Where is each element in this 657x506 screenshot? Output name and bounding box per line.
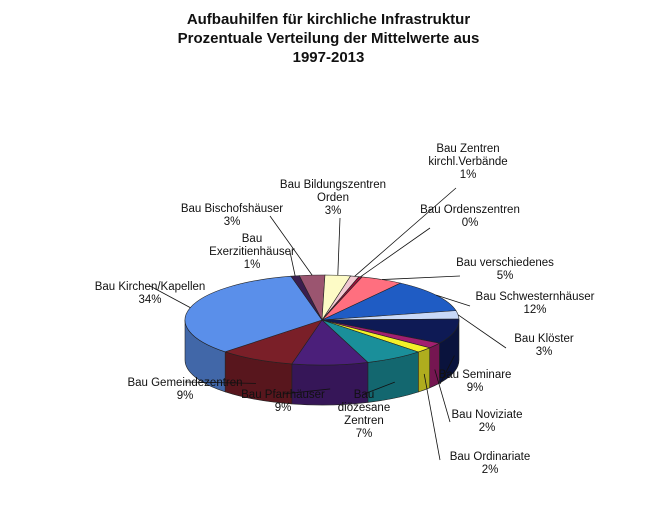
slice-value-label: 0% (462, 217, 479, 229)
slice-label: Bau Seminare 9% (439, 369, 512, 394)
slice-name-label: Bau (242, 233, 262, 245)
slice-value-label: 1% (244, 259, 261, 271)
slice-value-label: 9% (467, 382, 484, 394)
slice-label: Bau Bischofshäuser 3% (181, 203, 283, 228)
leader-line (382, 275, 461, 280)
chart-title: Aufbauhilfen für kirchliche Infrastruktu… (0, 10, 657, 67)
leader-line (423, 373, 441, 461)
slice-name-label: Bau Pfarrhäuser (241, 389, 325, 401)
leader-line (436, 294, 471, 307)
leader-line (149, 285, 191, 308)
slice-label: Bau Schwesternhäuser 12% (476, 291, 595, 316)
slice-name-label: Bau Bildungszentren (280, 179, 386, 191)
leader-line (282, 388, 331, 395)
slice-value-label: 9% (177, 390, 194, 402)
slice-name-label: Bau Noviziate (452, 409, 523, 421)
slice-label: Bau Ordenszentren 0% (420, 204, 520, 229)
title-line-2: Prozentuale Verteilung der Mittelwerte a… (177, 30, 480, 47)
slice-value-label: 3% (224, 216, 241, 228)
slice-label: Bau Gemeindezentren 9% (127, 377, 242, 402)
slice-label: Bau Ordinariate 2% (450, 451, 531, 476)
slice-name-label: Bau Ordenszentren (420, 204, 520, 216)
pie-slice (321, 274, 352, 322)
slice-value-label: 3% (536, 346, 553, 358)
slice-name-label: diözesane (338, 402, 390, 414)
slice-value-label: 2% (479, 422, 496, 434)
slice-name-label: Bau Gemeindezentren (127, 377, 242, 389)
slice-value-label: 3% (325, 205, 342, 217)
slice-label: Bau Kirchen/Kapellen 34% (95, 281, 206, 306)
slice-value-label: 5% (497, 270, 514, 282)
slice-name-label: Bau Schwesternhäuser (476, 291, 595, 303)
slice-label: Bau Pfarrhäuser 9% (241, 389, 325, 414)
slice-name-label: Bau Ordinariate (450, 451, 531, 463)
slice-label: Bau Noviziate 2% (452, 409, 523, 434)
slice-name-label: Bau Seminare (439, 369, 512, 381)
slice-name-label: Bau Kirchen/Kapellen (95, 281, 206, 293)
slice-name-label: Zentren (344, 415, 384, 427)
slice-name-label: Orden (317, 192, 349, 204)
slice-name-label: Exerzitienhäuser (209, 246, 295, 258)
slice-value-label: 12% (523, 304, 546, 316)
leader-line (439, 355, 455, 385)
slice-value-label: 9% (275, 402, 292, 414)
leader-line (360, 227, 431, 278)
slice-name-label: Bau Bischofshäuser (181, 203, 283, 215)
leader-line (337, 217, 341, 276)
slice-value-label: 34% (138, 294, 161, 306)
pie-sides (184, 319, 460, 406)
slice-name-label: kirchl.Verbände (428, 156, 507, 168)
leader-line (354, 187, 457, 277)
slice-label: Bau Zentren kirchl.Verbände 1% (428, 143, 507, 181)
slice-label: Bau verschiedenes 5% (456, 257, 554, 282)
leader-line (184, 381, 256, 384)
slice-label: Bau Klöster 3% (514, 333, 574, 358)
slice-name-label: Bau verschiedenes (456, 257, 554, 269)
slice-labels: Bau Zentren kirchl.Verbände 1%Bau Ordensze… (95, 143, 595, 476)
leader-line (457, 314, 507, 349)
leader-line (434, 369, 451, 423)
slice-label: Bau Bildungszentren Orden 3% (280, 179, 386, 217)
slice-value-label: 2% (482, 464, 499, 476)
slice-value-label: 1% (460, 169, 477, 181)
slice-name-label: Bau Zentren (436, 143, 499, 155)
pie-slice (184, 275, 323, 353)
title-line-3: 1997-2013 (292, 49, 365, 66)
pie-slices (184, 274, 460, 366)
title-line-1: Aufbauhilfen für kirchliche Infrastruktu… (186, 11, 471, 28)
leader-line (269, 215, 313, 276)
slice-label: Bau diözesane Zentren 7% (338, 389, 390, 440)
leader-line (363, 381, 395, 395)
leader-lines (149, 187, 507, 461)
slice-name-label: Bau (354, 389, 374, 401)
pie-slice (321, 282, 457, 321)
slice-value-label: 7% (356, 428, 373, 440)
pie-slice-side (417, 347, 430, 393)
slice-label: Bau Exerzitienhäuser 1% (209, 233, 295, 271)
leader-line (289, 251, 296, 276)
slice-name-label: Bau Klöster (514, 333, 574, 345)
